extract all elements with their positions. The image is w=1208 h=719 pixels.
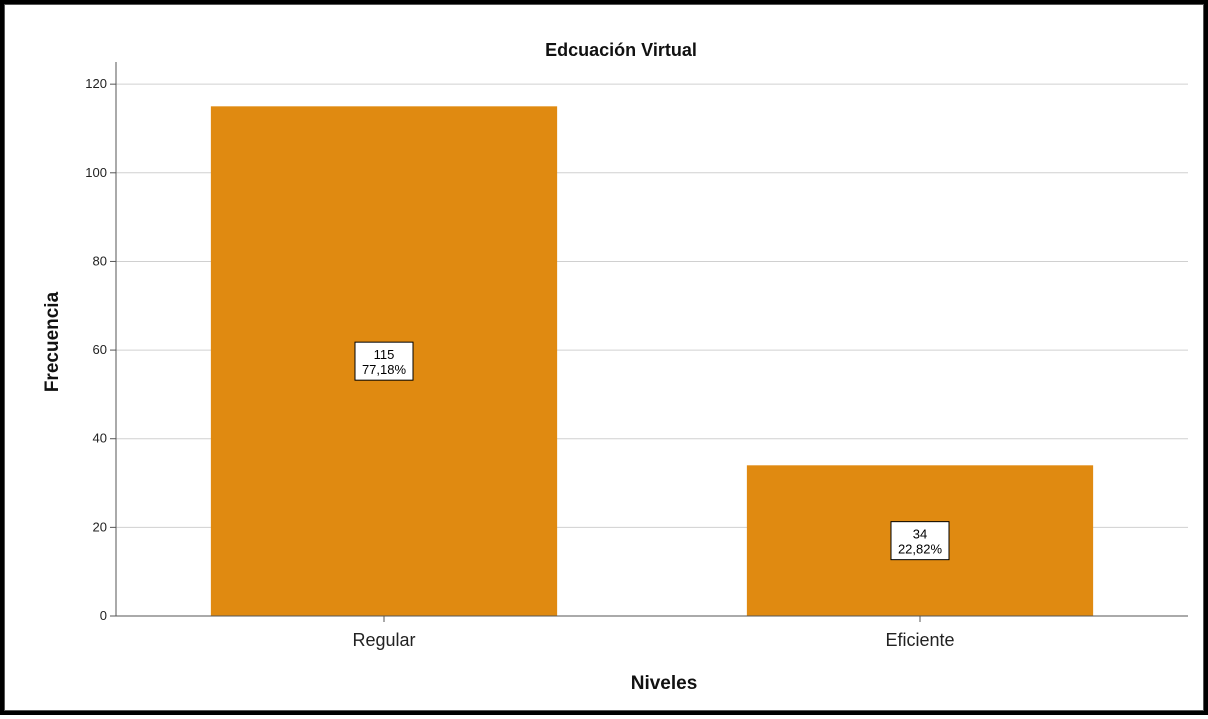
x-tick-label: Regular: [352, 630, 415, 650]
y-tick-label: 60: [93, 342, 107, 357]
y-tick-label: 40: [93, 431, 107, 446]
bar-chart: Edcuación Virtual Niveles Frecuencia 0 20…: [42, 40, 1188, 694]
data-label-box: [354, 341, 414, 381]
y-axis-title: Frecuencia: [42, 291, 63, 392]
y-tick-label: 20: [93, 519, 107, 534]
y-tick-label: 120: [85, 76, 107, 91]
data-label-box: [890, 521, 950, 561]
y-tick-label: 100: [85, 165, 107, 180]
data-label-count: 34: [913, 527, 927, 542]
bars: [210, 106, 1094, 616]
y-tick-label: 0: [100, 608, 107, 623]
x-tick-label: Eficiente: [885, 630, 954, 650]
data-label-percent: 22,82%: [898, 542, 943, 557]
data-label-percent: 77,18%: [362, 362, 407, 377]
y-tick-label: 80: [93, 253, 107, 268]
x-axis-title: Niveles: [631, 673, 698, 694]
chart-title: Edcuación Virtual: [545, 40, 697, 60]
axes: 0 20 40 60 80 100 120 Regular Eficiente: [85, 62, 1188, 650]
data-label-count: 115: [374, 347, 395, 362]
